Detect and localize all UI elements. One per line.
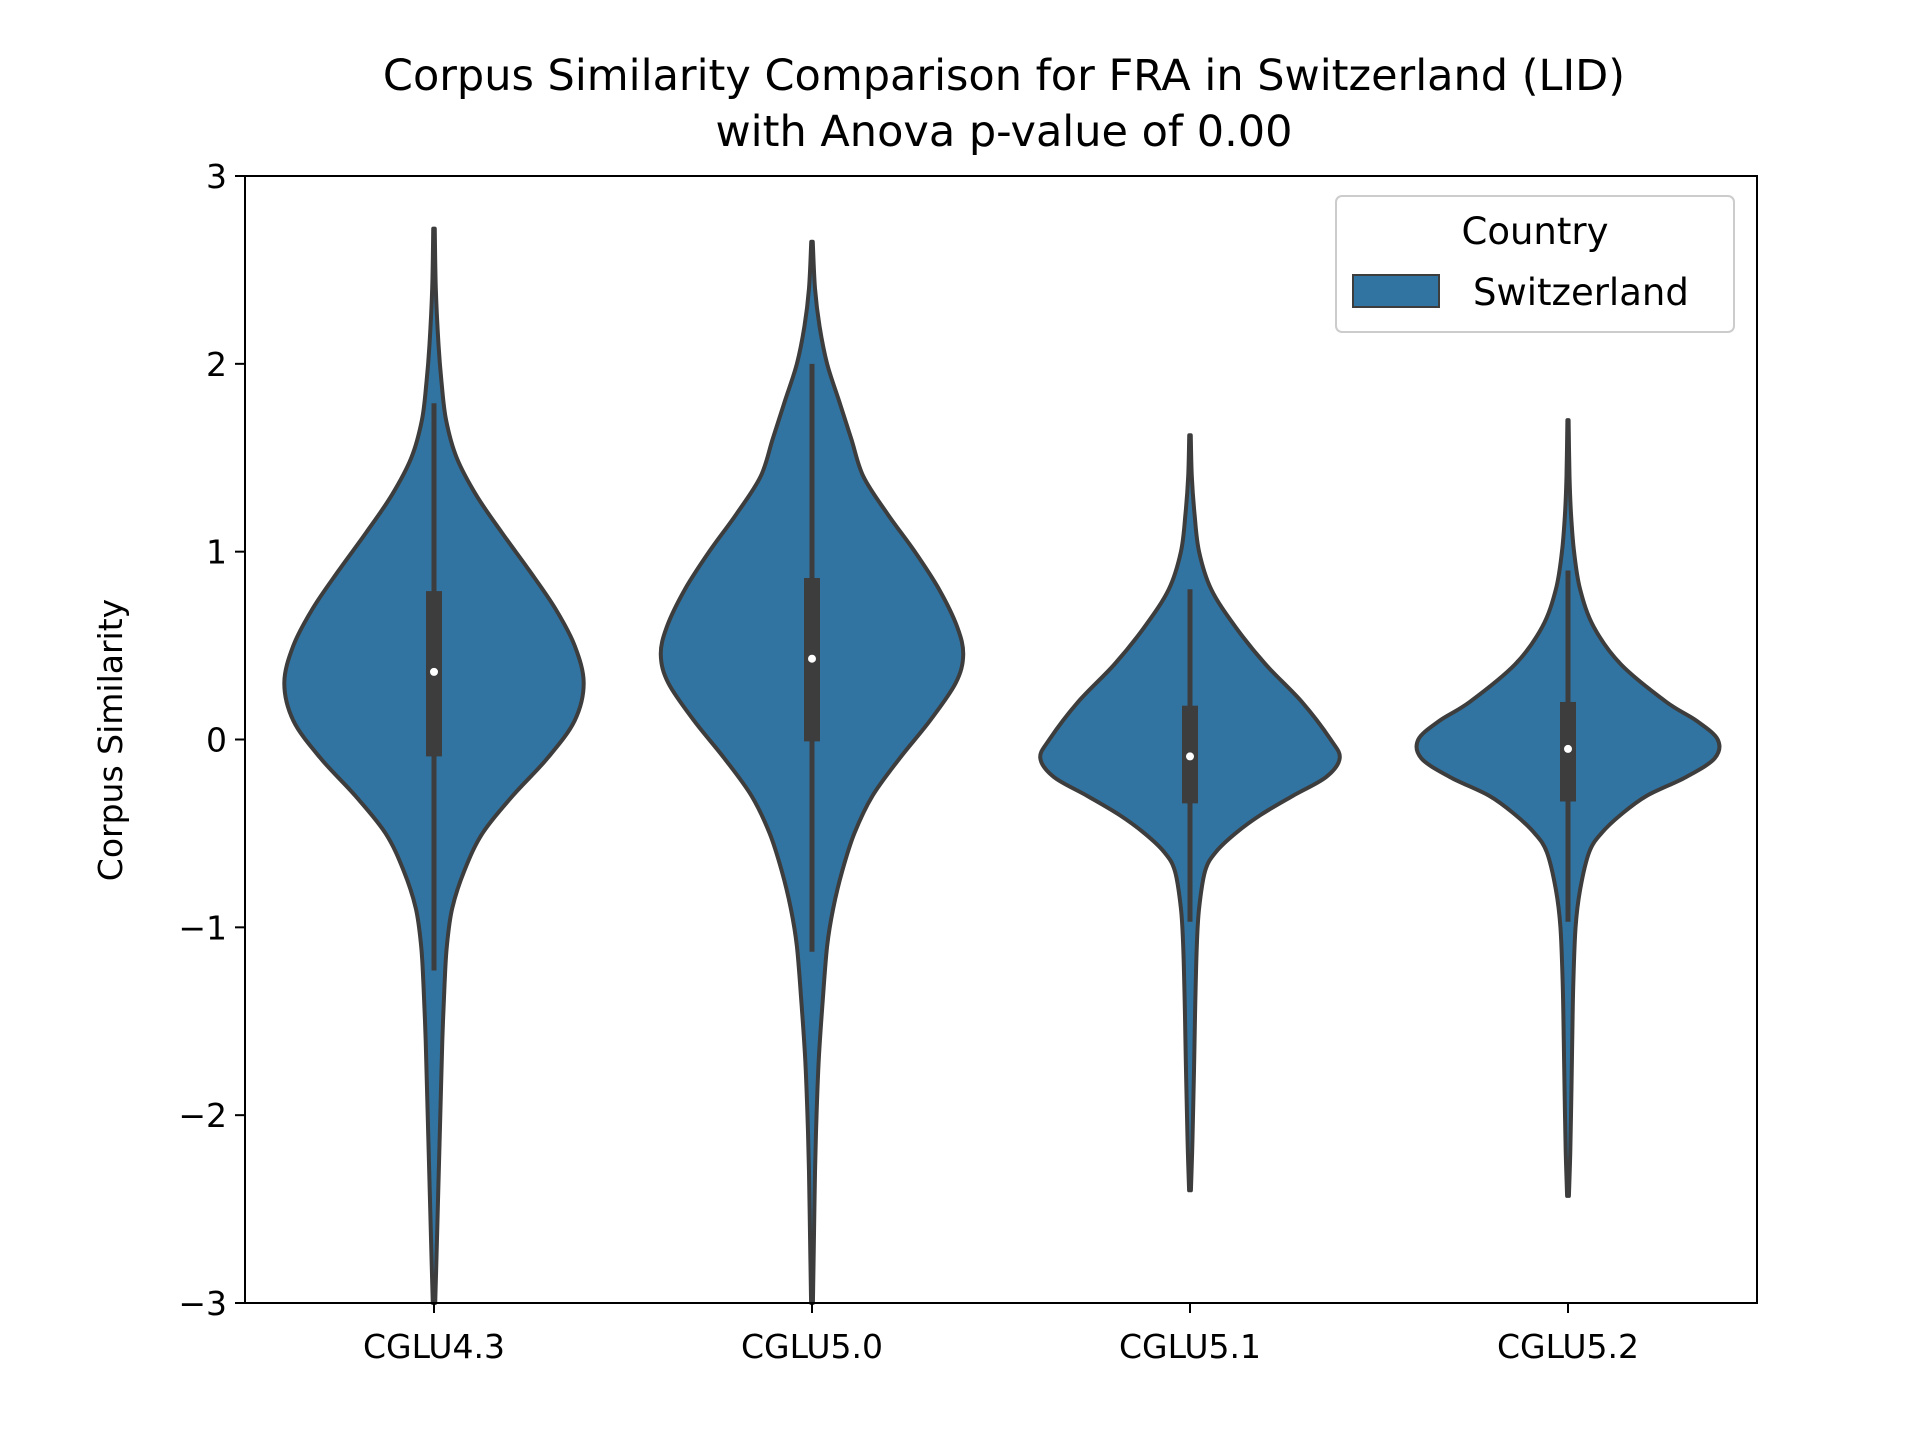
y-tick-label: 3	[206, 157, 227, 196]
x-axis: CGLU4.3 CGLU5.0 CGLU5.1 CGLU5.2	[363, 1303, 1639, 1366]
median-dot-CGLU5.1	[1186, 752, 1194, 761]
median-dot-CGLU5.0	[808, 654, 816, 663]
median-dot-CGLU4.3	[430, 667, 438, 676]
median-dot-CGLU5.2	[1564, 744, 1572, 753]
y-axis-label: Corpus Similarity	[91, 599, 130, 881]
y-tick-label: 1	[206, 533, 227, 572]
y-axis: −3 −2 −1 0 1 2 3	[178, 157, 245, 1323]
y-tick-label: −2	[178, 1096, 227, 1135]
x-tick-label: CGLU5.1	[1119, 1327, 1261, 1366]
chart-subtitle: with Anova p-value of 0.00	[716, 107, 1293, 157]
x-tick-label: CGLU5.2	[1497, 1327, 1639, 1366]
chart-title: Corpus Similarity Comparison for FRA in …	[383, 51, 1625, 101]
y-tick-label: 0	[206, 721, 227, 760]
x-tick-label: CGLU4.3	[363, 1327, 505, 1366]
legend-title: Country	[1462, 210, 1609, 253]
boxes-layer	[426, 363, 1576, 971]
y-tick-label: −1	[178, 908, 227, 947]
y-tick-label: 2	[206, 345, 227, 384]
legend: Country Switzerland	[1335, 195, 1735, 333]
legend-swatch	[1352, 274, 1440, 308]
y-tick-label: −3	[178, 1284, 227, 1323]
x-tick-label: CGLU5.0	[741, 1327, 883, 1366]
legend-entry-switzerland: Switzerland	[1473, 271, 1689, 314]
